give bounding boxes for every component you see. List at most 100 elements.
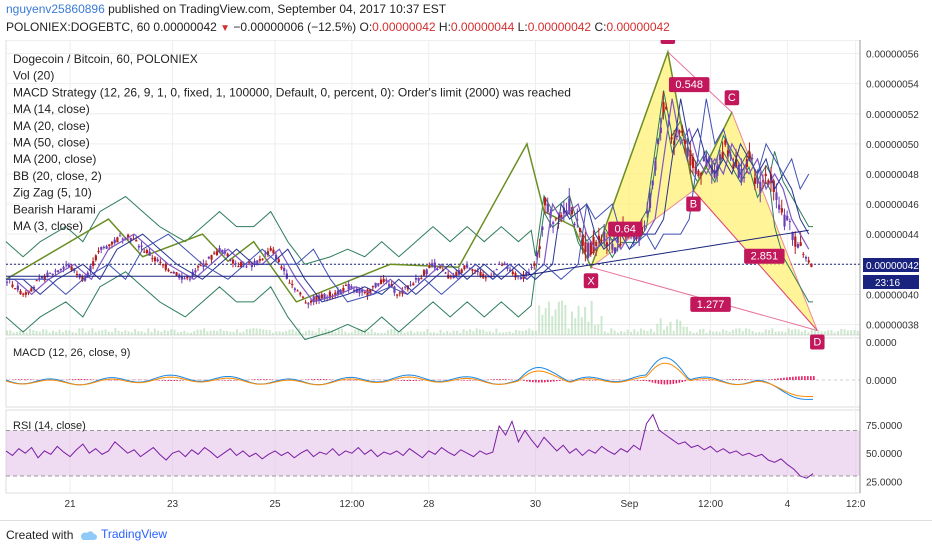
macd-histogram-bar [460,380,462,381]
volume-bar [492,333,494,335]
volume-bar [679,321,681,335]
volume-bar [765,329,767,335]
macd-histogram-bar [24,379,26,380]
volume-bar [601,316,603,335]
candle-body [138,246,140,247]
volume-bar [223,331,225,335]
low-label: L: [518,20,528,34]
volume-bar [637,331,639,335]
created-with-text: Created with [6,528,73,542]
candle-body [248,262,250,263]
time-tick-label: 4 [785,499,791,510]
macd-histogram-bar [664,380,666,384]
macd-histogram-bar [768,379,770,380]
candle-body [95,255,97,260]
volume-bar [26,333,28,335]
macd-histogram-bar [490,379,492,380]
volume-bar [719,332,721,335]
candle-body [262,259,264,260]
candle-body [321,294,323,298]
macd-histogram-bar [535,380,537,382]
candle-body [173,272,175,273]
macd-title: MACD (12, 26, close, 9) [13,347,130,359]
price-tick-label: 0.00000046 [866,200,919,211]
macd-histogram-bar [27,379,29,380]
candle-body [547,204,549,212]
candle-body [520,277,522,279]
high-value: 0.00000044 [451,20,514,34]
candle-body [584,242,586,252]
volume-bar [453,331,455,335]
volume-bar [436,333,438,335]
volume-bar [387,330,389,335]
ma-200-line [6,230,809,276]
candle-body [531,267,533,268]
candle-body [377,283,379,285]
candle-body [434,262,436,268]
candle-body [751,158,753,159]
candle-body [151,258,153,259]
volume-bar [597,325,599,335]
volume-bar [587,322,589,335]
candle-body [700,173,702,175]
candle-body [197,266,199,267]
volume-bars [6,301,859,335]
volume-bar [394,329,396,335]
open-label: O: [360,20,373,34]
volume-bar [574,318,576,335]
volume-bar [174,330,176,335]
volume-bar [482,330,484,335]
candle-body [19,291,21,294]
macd-histogram-bar [469,380,471,381]
macd-histogram-bar [792,377,794,380]
volume-bar [532,330,534,335]
volume-bar [348,333,350,335]
volume-bar [788,328,790,335]
candle-body [579,228,581,232]
tradingview-logo[interactable]: TradingView [80,527,167,541]
price-tick-label: 0.00000040 [866,290,919,301]
ohlc-line: POLONIEX:DOGEBTC, 60 0.00000042 ▼ −0.000… [6,20,670,34]
candle-body [431,263,433,266]
volume-bar [630,332,632,335]
macd-histogram-bar [726,379,728,380]
volume-bar [407,332,409,335]
volume-bar [495,329,497,335]
volume-bar [351,332,353,335]
macd-histogram-bar [807,376,809,380]
macd-histogram-bar [708,380,710,381]
candle-body [670,137,672,139]
macd-histogram-bar [592,380,594,381]
volume-bar [535,331,537,335]
macd-histogram-bar [508,379,510,380]
rsi-tick-label: 50.0000 [866,449,903,460]
volume-bar [571,311,573,335]
macd-histogram-bar [732,379,734,380]
volume-bar [78,328,80,335]
macd-histogram-bar [523,380,525,381]
macd-histogram-bar [496,379,498,380]
candle-body [111,242,113,245]
volume-bar [847,330,849,335]
price-tick-label: 0.00000038 [866,320,919,331]
candle-body [383,279,385,282]
author-link[interactable]: nguyenv25860896 [6,2,105,16]
volume-bar [265,330,267,335]
volume-bar [821,331,823,335]
volume-bar [180,332,182,335]
macd-histogram-bar [326,379,328,380]
candle-body [375,283,377,288]
volume-bar [669,322,671,335]
candle-body [393,287,395,293]
volume-bar [36,331,38,335]
macd-histogram-bar [410,380,412,381]
volume-bar [834,332,836,335]
candle-body [345,285,347,286]
ratio-xad-label-text: 1.277 [697,299,725,311]
volume-bar [811,329,813,335]
volume-bar [801,332,803,335]
candle-body [644,225,646,227]
